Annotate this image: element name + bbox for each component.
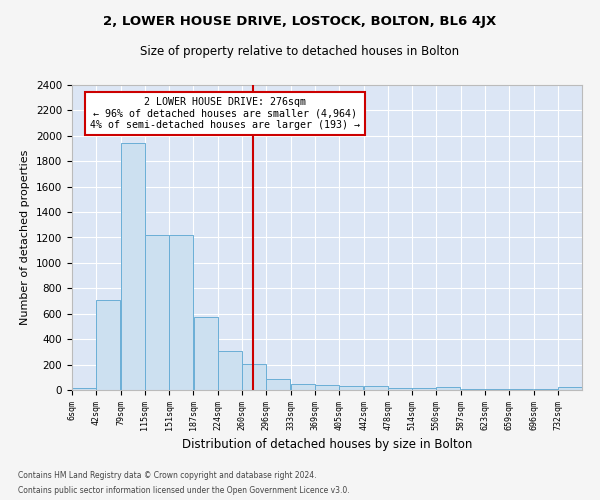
Bar <box>121 144 145 390</box>
Bar <box>412 388 436 390</box>
Bar <box>291 384 314 390</box>
Bar <box>73 388 96 390</box>
Bar <box>316 385 338 390</box>
Bar <box>194 317 218 390</box>
Bar <box>97 300 121 390</box>
Bar <box>364 386 388 390</box>
Bar <box>340 386 364 390</box>
Y-axis label: Number of detached properties: Number of detached properties <box>20 150 31 325</box>
Bar <box>558 388 581 390</box>
Text: Contains HM Land Registry data © Crown copyright and database right 2024.: Contains HM Land Registry data © Crown c… <box>18 471 317 480</box>
X-axis label: Distribution of detached houses by size in Bolton: Distribution of detached houses by size … <box>182 438 472 451</box>
Bar <box>145 235 169 390</box>
Bar <box>436 388 460 390</box>
Bar <box>266 379 290 390</box>
Text: Contains public sector information licensed under the Open Government Licence v3: Contains public sector information licen… <box>18 486 350 495</box>
Bar <box>388 388 412 390</box>
Bar <box>218 350 242 390</box>
Text: 2 LOWER HOUSE DRIVE: 276sqm
← 96% of detached houses are smaller (4,964)
4% of s: 2 LOWER HOUSE DRIVE: 276sqm ← 96% of det… <box>90 97 360 130</box>
Text: Size of property relative to detached houses in Bolton: Size of property relative to detached ho… <box>140 45 460 58</box>
Bar <box>242 364 266 390</box>
Text: 2, LOWER HOUSE DRIVE, LOSTOCK, BOLTON, BL6 4JX: 2, LOWER HOUSE DRIVE, LOSTOCK, BOLTON, B… <box>103 15 497 28</box>
Bar <box>169 235 193 390</box>
